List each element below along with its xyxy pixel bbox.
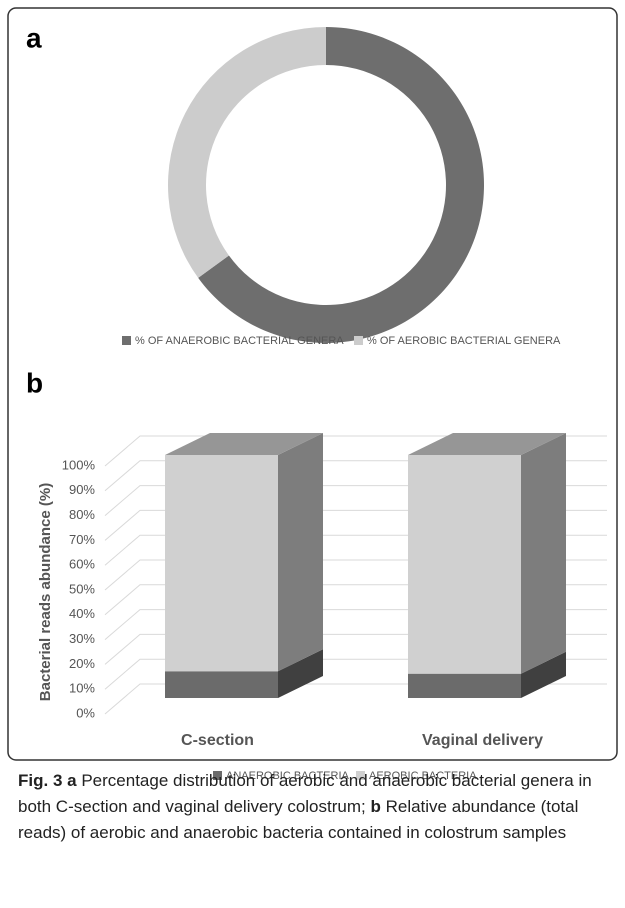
caption-text: Percentage distribution of aerobic and a… xyxy=(18,771,592,816)
legend-label: ANAEROBIC BACTERIA xyxy=(226,770,350,782)
y-tick-label: 10% xyxy=(69,681,95,696)
y-tick-label: 30% xyxy=(69,631,95,646)
legend-label: AEROBIC BACTERIA xyxy=(369,770,477,782)
y-tick-label: 100% xyxy=(62,457,96,472)
legend-label: % OF AEROBIC BACTERIAL GENERA xyxy=(367,335,561,347)
figure: a b Bacterial reads abundance (%) % OF A… xyxy=(7,7,618,782)
x-tick-label: C-section xyxy=(181,732,254,749)
legend-swatch xyxy=(122,336,131,345)
y-tick-label: 20% xyxy=(69,656,95,671)
legend-label: % OF ANAEROBIC BACTERIAL GENERA xyxy=(135,335,344,347)
y-tick-label: 60% xyxy=(69,557,95,572)
legend-swatch xyxy=(213,771,222,780)
bar xyxy=(408,455,521,674)
bar-side xyxy=(278,433,323,672)
bar xyxy=(165,455,278,672)
x-tick-label: Vaginal delivery xyxy=(422,732,543,749)
figure-label: Fig. 3 xyxy=(18,771,63,790)
caption-label: b xyxy=(370,797,381,816)
y-tick-label: 40% xyxy=(69,606,95,621)
caption-label: a xyxy=(67,771,77,790)
y-tick-label: 0% xyxy=(76,705,95,720)
y-axis-title: Bacterial reads abundance (%) xyxy=(37,483,54,701)
bar-side xyxy=(521,433,566,674)
y-tick-label: 50% xyxy=(69,581,95,596)
figure-border xyxy=(7,7,618,761)
legend-swatch xyxy=(354,336,363,345)
bar-side xyxy=(521,651,566,698)
y-tick-label: 90% xyxy=(69,482,95,497)
bar-top xyxy=(165,433,323,455)
caption-text: Relative abundance (total reads) of aero… xyxy=(18,797,579,842)
caption: Fig. 3 a Percentage distribution of aero… xyxy=(18,768,614,846)
y-tick-label: 80% xyxy=(69,507,95,522)
donut-segment xyxy=(167,27,326,278)
bar-top xyxy=(408,433,566,455)
panel-label: a xyxy=(26,22,42,53)
panel-label: b xyxy=(26,367,43,398)
bar xyxy=(408,673,521,698)
legend-swatch xyxy=(356,771,365,780)
bar xyxy=(165,671,278,698)
y-tick-label: 70% xyxy=(69,532,95,547)
bar-side xyxy=(278,649,323,698)
